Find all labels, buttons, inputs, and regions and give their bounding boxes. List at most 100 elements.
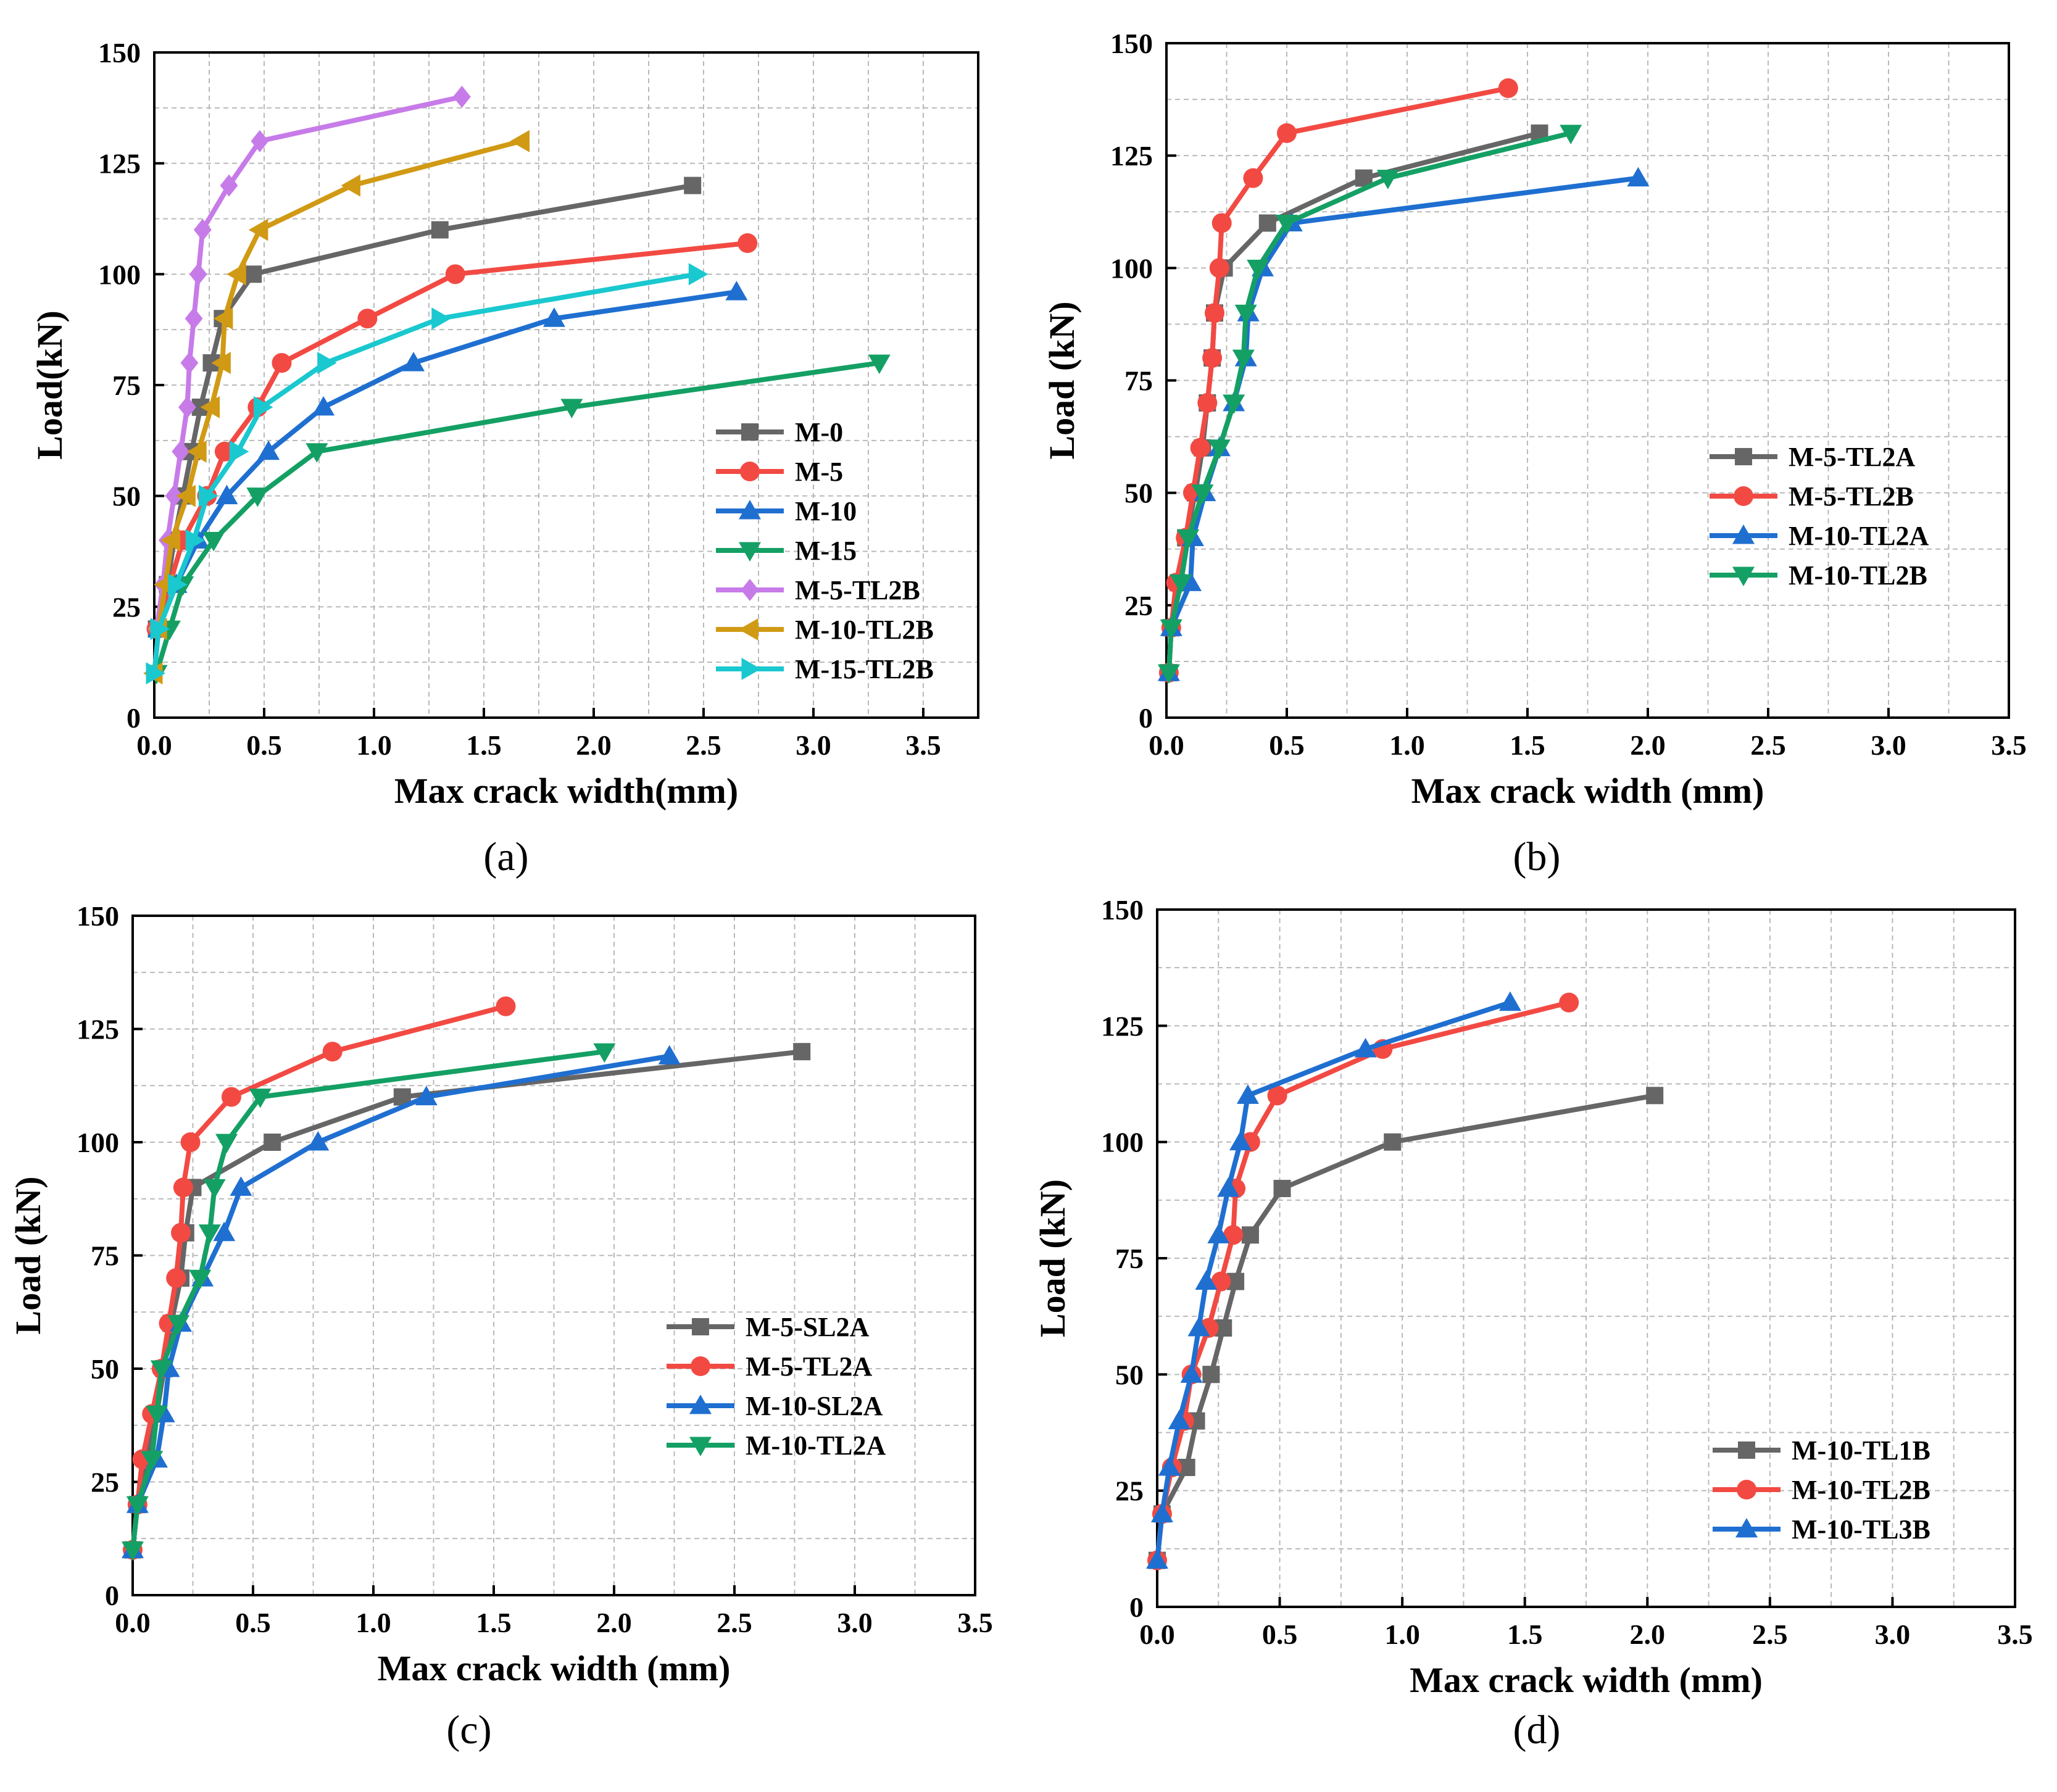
x-tick-label: 3.0 <box>837 1607 873 1638</box>
data-point <box>1205 303 1224 323</box>
legend-label: M-5-TL2A <box>1789 442 1916 472</box>
x-axis-title: Max crack width(mm) <box>394 771 738 811</box>
y-tick-label: 0 <box>1139 702 1153 734</box>
series-M-10-TL2A <box>1157 167 1650 681</box>
legend-label: M-10-TL2A <box>746 1430 886 1461</box>
legend-marker <box>741 423 758 441</box>
y-tick-label: 0 <box>1129 1591 1144 1623</box>
data-point <box>1273 1180 1291 1197</box>
x-tick-label: 1.5 <box>1510 729 1545 761</box>
data-point <box>203 1179 226 1199</box>
data-point <box>431 221 449 239</box>
legend-label: M-10-TL2B <box>795 615 934 645</box>
y-tick-label: 0 <box>105 1580 119 1611</box>
data-point <box>1208 439 1231 459</box>
legend-entry: M-10-TL2B <box>1713 1475 1930 1505</box>
data-point <box>230 1176 252 1196</box>
y-axis-title: Load(kN) <box>30 310 70 460</box>
data-point <box>738 233 758 254</box>
legend-entry: M-5-TL2A <box>1710 442 1916 472</box>
data-point <box>1354 1038 1377 1058</box>
data-point <box>150 618 170 641</box>
x-tick-label: 3.5 <box>1991 729 2027 761</box>
series-line <box>154 241 748 630</box>
legend-label: M-5 <box>795 457 843 487</box>
chart-panel-3: 0.0 0.5 1.0 1.5 2.0 2.5 3.0 3.5 0 25 50 75 100 125 150… <box>8 900 993 1753</box>
legend-label: M-0 <box>795 417 843 447</box>
legend-entry: M-5 <box>716 457 843 487</box>
y-tick-label: 25 <box>1115 1475 1144 1507</box>
x-tick-label: 0.0 <box>1139 1619 1175 1650</box>
series-M-10-TL2B <box>143 130 530 685</box>
data-point <box>165 484 183 507</box>
x-tick-label: 0.0 <box>115 1607 151 1638</box>
data-point <box>1146 1549 1168 1569</box>
legend-label: M-10-TL1B <box>1792 1435 1930 1466</box>
data-point <box>1195 1270 1218 1290</box>
data-point <box>1258 214 1276 232</box>
legend-entry: M-10-TL2A <box>1710 521 1929 551</box>
data-point <box>198 1224 221 1244</box>
y-axis-title: Load (kN) <box>1042 301 1082 459</box>
series-M-5-TL2A <box>1160 124 1548 682</box>
data-point <box>1234 304 1257 325</box>
legend-label: M-10-TL3B <box>1792 1514 1930 1545</box>
data-point <box>684 176 702 194</box>
data-point <box>1150 1503 1173 1522</box>
x-tick-label: 2.0 <box>576 729 612 761</box>
x-tick-label: 2.5 <box>1752 1619 1788 1650</box>
y-tick-label: 25 <box>1124 590 1153 621</box>
data-point <box>200 396 220 418</box>
data-point <box>257 440 280 460</box>
data-point <box>264 1134 281 1151</box>
x-tick-label: 0.5 <box>246 729 282 761</box>
data-point <box>725 281 748 301</box>
legend-marker <box>739 618 758 641</box>
data-point <box>220 174 238 197</box>
panel-label: (a) <box>483 834 528 879</box>
data-point <box>272 353 292 373</box>
legend-marker <box>741 658 761 680</box>
data-point <box>1191 484 1214 504</box>
legend-entry: M-10-TL1B <box>1713 1435 1930 1466</box>
data-point <box>1157 664 1180 684</box>
data-point <box>1209 258 1229 278</box>
data-point <box>211 352 231 375</box>
data-point <box>172 440 190 463</box>
x-tick-label: 1.5 <box>476 1607 512 1638</box>
data-point <box>1207 1224 1230 1243</box>
series-line <box>152 272 697 674</box>
data-point <box>198 484 218 507</box>
legend-entry: M-15 <box>716 536 857 566</box>
legend-marker <box>1734 486 1753 506</box>
data-point <box>146 662 165 685</box>
data-point <box>453 85 471 108</box>
y-tick-label: 50 <box>91 1353 119 1385</box>
x-tick-label: 3.5 <box>1997 1619 2033 1650</box>
legend-marker <box>1738 1441 1755 1459</box>
panel-label: (d) <box>1513 1707 1561 1753</box>
data-point <box>1223 1225 1244 1245</box>
data-point <box>510 130 530 152</box>
data-point <box>185 307 203 330</box>
y-tick-label: 125 <box>98 148 141 180</box>
data-point <box>307 1131 330 1151</box>
legend-entry: M-10-TL2B <box>716 615 934 645</box>
legend-entry: M-10-TL2B <box>1710 560 1927 591</box>
gridlines <box>1166 43 2009 718</box>
series-M-0 <box>148 176 702 638</box>
chart-panel-1: 0.0 0.5 1.0 1.5 2.0 2.5 3.0 3.5 0 25 50 75 100 125 150… <box>30 37 979 879</box>
data-point <box>253 396 273 418</box>
y-tick-label: 50 <box>112 481 141 512</box>
legend-marker <box>1737 1480 1756 1500</box>
series-M-5-SL2A <box>124 1043 811 1559</box>
x-tick-label: 1.5 <box>1507 1619 1543 1650</box>
legend-label: M-10 <box>795 496 857 526</box>
data-point <box>341 174 360 197</box>
data-point <box>1229 1130 1252 1151</box>
series-M-10-TL3B <box>1146 991 1521 1569</box>
legend-marker <box>1732 566 1755 586</box>
data-point <box>141 1451 164 1471</box>
data-point <box>357 309 378 329</box>
x-tick-label: 0.5 <box>235 1607 271 1638</box>
